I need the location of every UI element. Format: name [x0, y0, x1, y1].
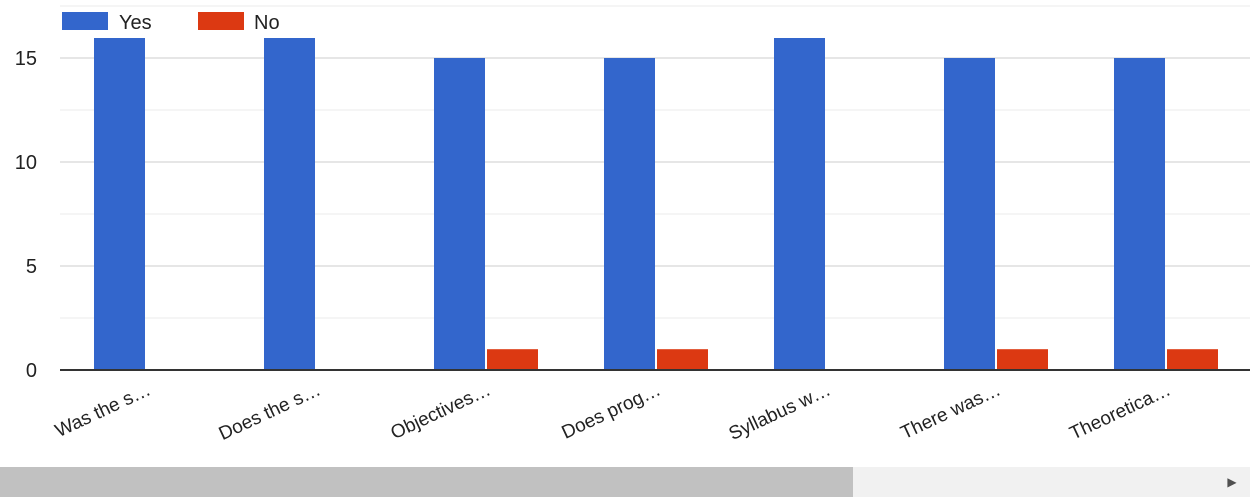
- bar-yes: [944, 58, 995, 370]
- bars: [94, 38, 1218, 370]
- legend: Yes No: [62, 12, 280, 34]
- scroll-right-button[interactable]: ▶: [1214, 467, 1250, 497]
- y-tick-label: 0: [26, 360, 37, 382]
- x-category-label: Syllabus w…: [726, 379, 834, 444]
- bar-no: [997, 349, 1048, 370]
- bar-no: [1167, 349, 1218, 370]
- x-category-label: There was…: [898, 379, 1004, 444]
- bar-yes: [604, 58, 655, 370]
- scrollbar-thumb[interactable]: [0, 467, 853, 497]
- x-category-label: Theoretica…: [1067, 379, 1174, 444]
- y-tick-label: 5: [26, 256, 37, 278]
- legend-label-yes: Yes: [119, 12, 152, 34]
- y-axis-tick-labels: 0 5 10 15: [15, 48, 37, 382]
- x-category-label: Does the s…: [216, 379, 324, 444]
- bar-no: [487, 349, 538, 370]
- legend-label-no: No: [254, 12, 280, 34]
- x-axis-category-labels: Was the s… Does the s… Objectives… Does pro…: [52, 379, 1174, 444]
- bar-yes: [1114, 58, 1165, 370]
- bar-yes: [94, 38, 145, 370]
- y-tick-label: 10: [15, 152, 37, 174]
- bar-yes: [434, 58, 485, 370]
- legend-swatch-no: [198, 12, 244, 30]
- horizontal-scrollbar[interactable]: ▶: [0, 467, 1250, 497]
- bar-yes: [264, 38, 315, 370]
- bar-chart: 0 5 10 15 Was the s… Does the s… Objectives… D…: [15, 5, 1250, 445]
- legend-swatch-yes: [62, 12, 108, 30]
- x-category-label: Does prog…: [559, 379, 665, 443]
- triangle-right-icon: ▶: [1227, 475, 1237, 489]
- y-tick-label: 15: [15, 48, 37, 70]
- x-category-label: Objectives…: [388, 379, 494, 444]
- bar-yes: [774, 38, 825, 370]
- x-category-label: Was the s…: [52, 379, 154, 441]
- bar-no: [657, 349, 708, 370]
